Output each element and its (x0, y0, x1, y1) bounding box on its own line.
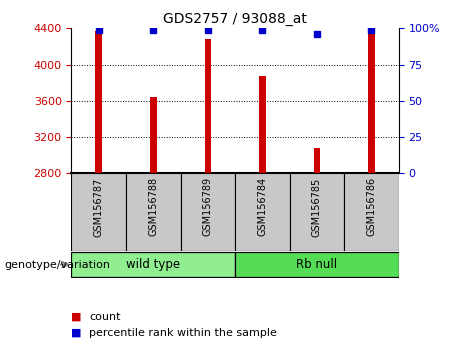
Bar (313, 148, 320, 173)
Bar (205, 39, 211, 173)
Bar (71, 252, 235, 278)
Bar (181, 173, 235, 251)
Bar (95, 31, 102, 173)
Bar (368, 29, 375, 173)
Text: GSM156787: GSM156787 (94, 177, 104, 236)
Text: genotype/variation: genotype/variation (5, 259, 111, 270)
Bar (290, 173, 344, 251)
Text: ■: ■ (71, 312, 82, 322)
Text: wild type: wild type (126, 258, 180, 271)
Bar (344, 173, 399, 251)
Text: GSM156785: GSM156785 (312, 177, 322, 236)
Text: percentile rank within the sample: percentile rank within the sample (89, 328, 277, 338)
Text: Rb null: Rb null (296, 258, 337, 271)
Bar (259, 76, 266, 173)
Text: GSM156786: GSM156786 (366, 177, 377, 236)
Bar (71, 173, 126, 251)
Text: GSM156789: GSM156789 (203, 177, 213, 236)
Title: GDS2757 / 93088_at: GDS2757 / 93088_at (163, 12, 307, 26)
Bar (126, 173, 181, 251)
Text: GSM156784: GSM156784 (257, 177, 267, 236)
Text: ■: ■ (71, 328, 82, 338)
Bar (235, 252, 399, 278)
Bar (235, 173, 290, 251)
Text: GSM156788: GSM156788 (148, 177, 158, 236)
Text: count: count (89, 312, 120, 322)
Bar (150, 97, 157, 173)
